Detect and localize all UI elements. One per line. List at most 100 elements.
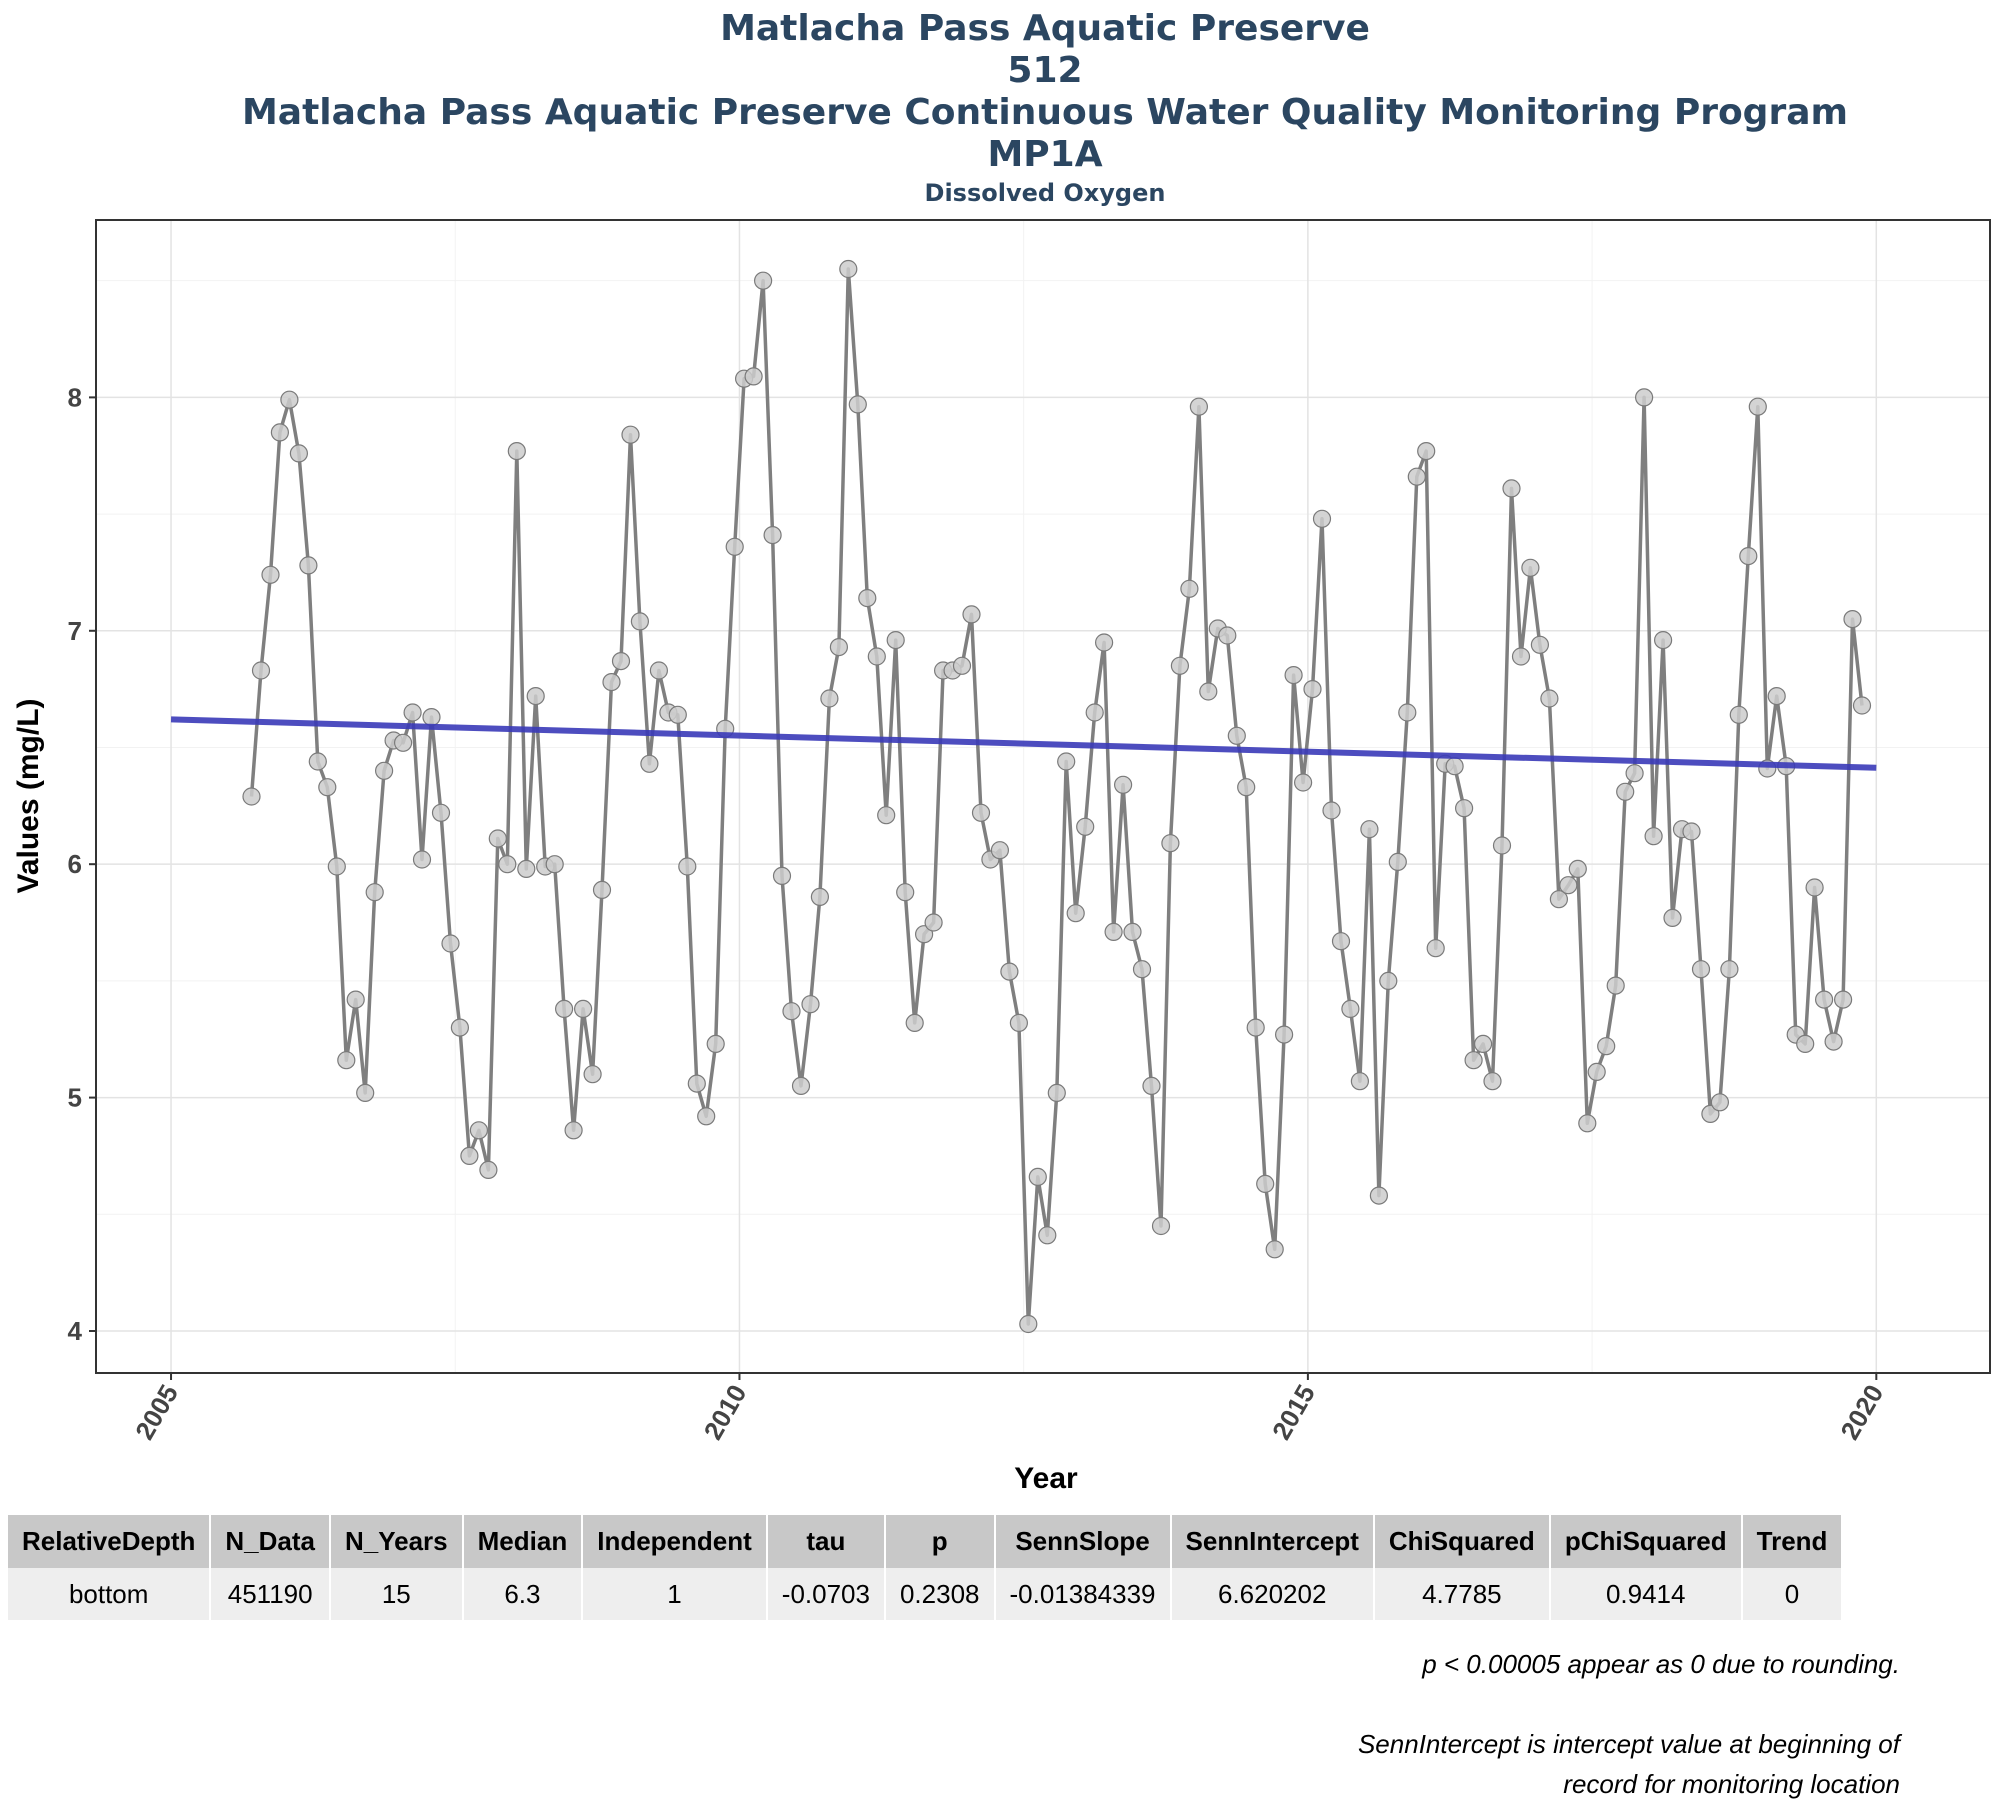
data-point	[763, 525, 782, 545]
data-point	[630, 612, 650, 631]
data-point	[611, 651, 631, 671]
data-point	[251, 661, 271, 680]
data-point	[886, 630, 905, 650]
data-point	[1350, 1072, 1370, 1091]
intercept-note-line-2: record for monitoring location	[1563, 1769, 1900, 1799]
data-point	[1303, 679, 1322, 699]
data-point	[668, 705, 687, 724]
x-tick-label: 2005	[129, 1380, 184, 1445]
line-chart: 4 5 6 7 8 2005 2010 2015 2020 Year Values (mg/L)	[12, 219, 1991, 1490]
data-point	[394, 733, 413, 752]
y-tick-label: 7	[68, 616, 82, 646]
data-point	[1616, 782, 1635, 801]
data-point	[905, 1013, 924, 1033]
data-point	[1559, 876, 1578, 895]
data-point	[1720, 960, 1739, 979]
data-point	[1057, 752, 1076, 771]
data-point	[545, 855, 564, 874]
data-point	[1388, 852, 1407, 872]
data-point	[1710, 1093, 1730, 1112]
data-point	[602, 672, 621, 692]
data-point	[280, 390, 299, 409]
data-point	[1227, 726, 1246, 745]
data-point	[507, 442, 526, 461]
data-point	[1729, 705, 1748, 724]
data-point	[1540, 689, 1559, 708]
data-point	[725, 537, 744, 556]
intercept-note: SennIntercept is intercept value at begi…	[1358, 1724, 1900, 1804]
cell-n-data: 451190	[210, 1568, 331, 1620]
x-tick-label: 2020	[1834, 1380, 1889, 1445]
cell-chi-squared: 4.7785	[1373, 1568, 1551, 1620]
data-point	[441, 934, 460, 953]
data-point	[299, 556, 318, 575]
header-tau: tau	[766, 1515, 886, 1568]
data-point	[526, 686, 545, 706]
data-point	[1019, 1314, 1038, 1334]
data-point	[1426, 939, 1445, 958]
data-point	[678, 857, 697, 876]
data-point	[289, 444, 308, 463]
data-series	[170, 259, 1877, 1334]
data-point	[1597, 1037, 1616, 1056]
data-point	[592, 880, 612, 900]
data-point	[356, 1083, 375, 1103]
data-point	[1530, 635, 1550, 654]
data-point	[1047, 1083, 1066, 1103]
rounding-note: p < 0.00005 appear as 0 due to rounding.	[1422, 1644, 1900, 1684]
header-chi-squared: ChiSquared	[1373, 1515, 1551, 1568]
data-point	[1578, 1114, 1597, 1133]
data-point	[621, 425, 640, 444]
cell-independent: 1	[582, 1568, 768, 1620]
data-point	[498, 855, 517, 874]
cell-relative-depth: bottom	[8, 1568, 212, 1620]
data-point	[422, 707, 441, 727]
data-point	[375, 761, 394, 780]
title-line-2: 512	[1007, 50, 1083, 91]
data-point	[1767, 686, 1786, 706]
data-point	[431, 803, 451, 822]
header-relative-depth: RelativeDepth	[8, 1515, 212, 1568]
data-point	[924, 913, 943, 932]
y-axis-title: Values (mg/L)	[12, 698, 45, 893]
data-point	[1549, 890, 1569, 909]
data-point	[1407, 467, 1426, 486]
data-point	[772, 866, 792, 886]
data-point	[554, 999, 574, 1019]
data-point	[1218, 626, 1237, 645]
data-point	[1331, 932, 1351, 951]
chart-subtitle: Dissolved Oxygen	[924, 179, 1166, 207]
data-point	[337, 1051, 356, 1070]
statistics-table: RelativeDepth N_Data N_Years Median Inde…	[8, 1515, 1844, 1620]
data-point	[1189, 397, 1209, 416]
data-point	[1161, 834, 1180, 853]
data-point	[1256, 1174, 1275, 1194]
data-point	[450, 1018, 469, 1037]
data-point	[1473, 1034, 1493, 1054]
table-header-row: RelativeDepth N_Data N_Years Median Inde…	[8, 1515, 1844, 1568]
data-point	[1464, 1051, 1483, 1070]
data-point	[261, 565, 280, 584]
data-point	[403, 703, 422, 722]
data-point	[839, 259, 858, 279]
chart-titles: Matlacha Pass Aquatic Preserve 512 Matla…	[0, 8, 2000, 208]
data-point	[1312, 509, 1332, 528]
data-point	[1369, 1186, 1389, 1205]
data-point	[1094, 633, 1114, 652]
data-point	[1634, 388, 1654, 407]
y-tick-label: 6	[68, 849, 82, 879]
data-point	[1606, 976, 1625, 995]
data-point	[318, 778, 337, 797]
data-point	[1180, 579, 1199, 598]
data-point	[820, 689, 839, 708]
data-point	[564, 1121, 583, 1140]
x-tick-label: 2010	[698, 1380, 753, 1445]
header-independent: Independent	[582, 1515, 768, 1568]
data-point	[1492, 836, 1512, 855]
header-n-years: N_Years	[329, 1515, 464, 1568]
data-point	[1814, 990, 1834, 1009]
data-point	[1085, 703, 1104, 722]
data-point	[346, 990, 365, 1009]
data-point	[1123, 922, 1142, 942]
data-point	[1322, 801, 1341, 820]
